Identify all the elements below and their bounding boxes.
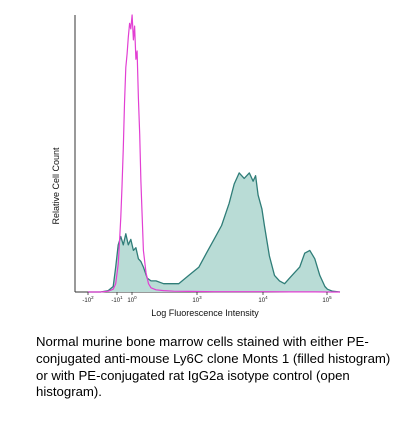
series-layer <box>88 14 341 293</box>
histogram-chart: -102 -101 100 103 104 105 <box>74 14 341 304</box>
x-tick-label: 104 <box>258 295 268 304</box>
open-histogram-line <box>88 14 340 293</box>
x-tick-label: -101 <box>111 295 123 304</box>
x-tick-label: 103 <box>192 295 202 304</box>
filled-histogram-area <box>88 172 340 292</box>
filled-histogram-line <box>88 172 341 293</box>
x-tick-label: 105 <box>322 295 332 304</box>
flow-histogram-figure: -102 -101 100 103 104 105 Relative Cell Count… <box>51 14 341 318</box>
x-tick-label: -102 <box>82 295 94 304</box>
x-axis-label: Log Fluorescence Intensity <box>151 308 259 318</box>
x-tick-layer: -102 -101 100 103 104 105 <box>82 292 332 304</box>
x-tick-label: 100 <box>127 295 137 304</box>
figure-caption: Normal murine bone marrow cells stained … <box>36 334 391 400</box>
